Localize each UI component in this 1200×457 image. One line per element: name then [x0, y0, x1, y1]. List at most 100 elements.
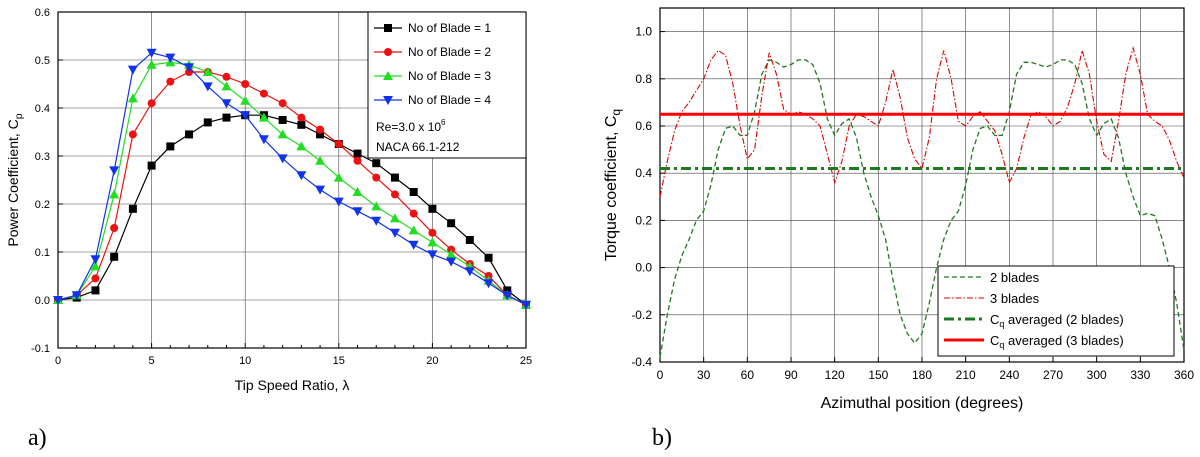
y-tick-label-2: 0.1	[35, 247, 50, 259]
point-blade-3-2	[90, 261, 101, 271]
point-blade-3-18	[389, 213, 400, 223]
point-blade-3-14	[315, 155, 326, 165]
point-blade-4-9	[221, 99, 232, 109]
point-blade-4-17	[371, 216, 382, 226]
y-tick-label-4: 0.4	[635, 166, 652, 180]
legend-a-label-4: No of Blade = 4	[408, 93, 491, 107]
point-blade-4-4	[127, 65, 138, 75]
point-blade-4-20	[427, 250, 438, 260]
legend-b-label-1: 3 blades	[990, 291, 1040, 306]
point-blade-2-19	[409, 209, 418, 218]
annotation-reynolds: Re=3.0 x 106	[376, 118, 446, 134]
legend-b-label-0: 2 blades	[990, 270, 1040, 285]
point-blade-1-20	[428, 204, 437, 213]
point-blade-4-22	[464, 267, 475, 277]
point-blade-1-18	[390, 173, 399, 182]
point-blade-4-24	[502, 291, 513, 301]
point-blade-2-20	[428, 228, 437, 237]
point-blade-4-11	[258, 135, 269, 145]
point-blade-4-5	[146, 48, 157, 58]
point-blade-1-16	[353, 149, 362, 158]
point-blade-4-19	[408, 240, 419, 250]
legend-a-label-2: No of Blade = 2	[408, 45, 491, 59]
y-axis-label-subscript: p	[13, 113, 25, 119]
point-blade-1-14	[316, 130, 325, 139]
point-blade-4-21	[446, 257, 457, 267]
point-blade-3-12	[277, 129, 288, 139]
y-tick-label-1: 0.0	[35, 295, 50, 307]
point-blade-1-12	[278, 116, 287, 124]
point-blade-2-4	[128, 130, 137, 139]
point-blade-3-21	[446, 249, 457, 259]
legend-b-label-rest-3: averaged (3 blades)	[1004, 333, 1123, 348]
legend-b-label-rest-2: averaged (2 blades)	[1004, 312, 1123, 327]
point-blade-4-10	[240, 111, 251, 121]
point-blade-4-13	[296, 171, 307, 181]
point-blade-2-6	[166, 77, 175, 86]
point-blade-4-3	[109, 166, 120, 176]
point-blade-2-14	[316, 125, 325, 134]
point-blade-1-4	[128, 204, 137, 213]
point-blade-3-20	[427, 237, 438, 247]
line-blade-2	[57, 71, 527, 306]
y-tick-label-3: 0.2	[635, 213, 652, 227]
point-blade-1-5	[147, 161, 156, 170]
chart-b-torque-coefficient: 0 30 60 90 120 150 180 210 240 270 300 330 360 -0.4 -0…	[603, 7, 1194, 412]
point-blade-2-15	[334, 140, 343, 148]
point-blade-1-17	[372, 159, 381, 168]
legend-b-label-2: Cq averaged (2 blades)	[990, 312, 1124, 329]
line-blade-3	[57, 61, 527, 306]
x-tick-label-4: 20	[426, 355, 438, 367]
point-blade-4-8	[202, 82, 213, 92]
y-tick-label-5: 0.4	[35, 103, 50, 115]
x-tick-label-12: 360	[1174, 368, 1194, 382]
x-tick-label-8: 240	[999, 368, 1019, 382]
point-blade-2-17	[372, 173, 381, 182]
point-blade-3-4	[127, 93, 138, 103]
legend-a: No of Blade = 1 No of Blade = 2 No of Blad…	[367, 11, 527, 159]
legend-b-label-3: Cq averaged (3 blades)	[990, 333, 1124, 350]
y-axis-label: Power Coefficient, Cp	[5, 113, 25, 246]
legend-b: 2 blades 3 blades Cq averaged (2 blades) Cq…	[937, 265, 1175, 357]
point-blade-2-10	[241, 80, 250, 88]
x-tick-label-3: 90	[784, 368, 798, 382]
point-blade-1-22	[465, 236, 474, 244]
point-blade-3-13	[296, 141, 307, 151]
point-blade-4-14	[315, 185, 326, 195]
chart-a-power-coefficient: 0 5 10 15 20 25 -0.1 0.0 0.1 0.2 0.3 0.4 0.5 0.6 Tip S…	[5, 7, 532, 393]
point-blade-4-18	[389, 228, 400, 238]
point-blade-1-13	[297, 120, 306, 129]
y-tick-label-6: 0.8	[635, 72, 652, 86]
x-tick-label-7: 210	[956, 368, 976, 382]
y-tick-label-0: -0.4	[631, 355, 652, 369]
x-tick-label-5: 150	[868, 368, 888, 382]
point-blade-1-23	[484, 253, 493, 262]
series-b-0	[659, 59, 1185, 358]
point-blade-4-6	[165, 53, 176, 63]
legend-a-label-3: No of Blade = 3	[408, 69, 491, 83]
point-blade-3-17	[371, 201, 382, 211]
point-blade-2-13	[297, 113, 306, 122]
x-tick-label-2: 60	[741, 368, 755, 382]
point-blade-2-18	[390, 190, 399, 199]
x-tick-label-5: 25	[520, 355, 532, 367]
point-blade-4-2	[90, 255, 101, 265]
x-tick-label-4: 120	[825, 368, 845, 382]
point-blade-3-16	[352, 187, 363, 196]
y-tick-label-6: 0.5	[35, 55, 50, 67]
point-blade-4-12	[277, 154, 288, 164]
y-tick-label-1: -0.2	[631, 308, 652, 322]
x-tick-label-2: 10	[239, 355, 251, 367]
y-axis-label-subscript: q	[609, 109, 623, 116]
legend-b-label-subscript-2: q	[999, 319, 1004, 329]
series-blade-2	[54, 68, 530, 309]
legend-a-marker-1	[384, 24, 392, 32]
x-tick-label-0: 0	[657, 368, 664, 382]
point-blade-1-19	[409, 188, 418, 196]
point-blade-1-8	[203, 118, 212, 127]
point-blade-1-21	[447, 219, 456, 228]
point-blade-1-6	[166, 142, 175, 151]
y-axis-label: Torque coefficient, Cq	[603, 109, 623, 261]
point-blade-4-7	[184, 63, 195, 73]
